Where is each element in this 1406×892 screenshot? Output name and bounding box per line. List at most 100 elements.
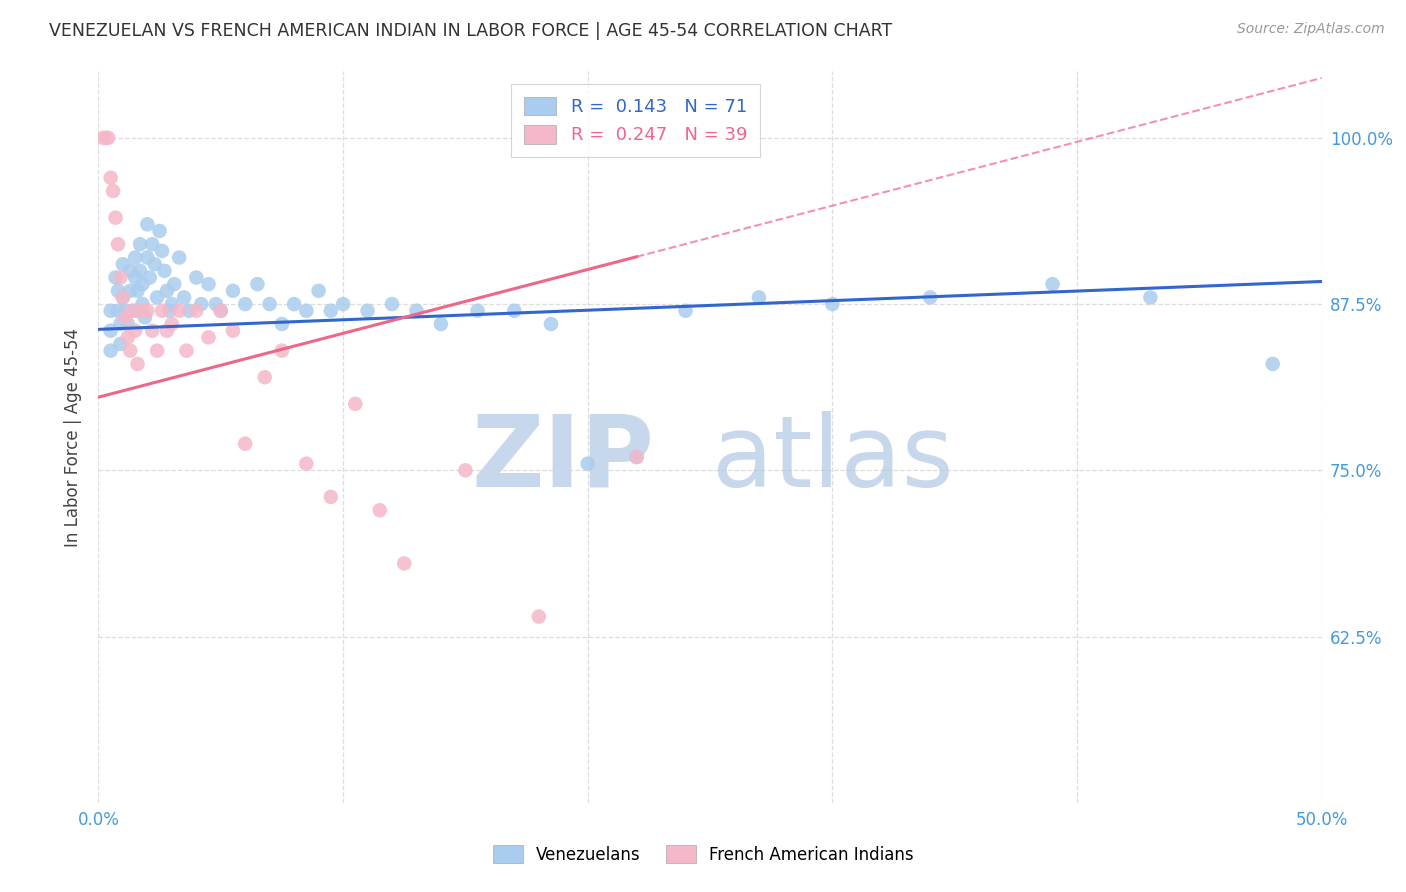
Point xyxy=(173,290,195,304)
Point xyxy=(117,330,139,344)
Point xyxy=(117,317,139,331)
Point xyxy=(186,270,208,285)
Point xyxy=(120,343,142,358)
Point xyxy=(100,170,122,185)
Point xyxy=(176,343,198,358)
Point xyxy=(344,397,367,411)
Point xyxy=(454,463,477,477)
Point xyxy=(675,303,697,318)
Point xyxy=(110,337,132,351)
Point xyxy=(259,297,281,311)
Point xyxy=(246,277,269,292)
Point xyxy=(222,324,245,338)
Point xyxy=(1042,277,1064,292)
Y-axis label: In Labor Force | Age 45-54: In Labor Force | Age 45-54 xyxy=(63,327,82,547)
Point xyxy=(111,290,134,304)
Point xyxy=(104,270,127,285)
Point xyxy=(190,297,212,311)
Point xyxy=(127,357,149,371)
Point xyxy=(156,284,179,298)
Point xyxy=(150,244,173,258)
Point xyxy=(139,270,162,285)
Point xyxy=(131,297,153,311)
Point xyxy=(131,277,153,292)
Point xyxy=(129,237,152,252)
Point xyxy=(167,251,190,265)
Point xyxy=(197,330,219,344)
Point xyxy=(124,251,146,265)
Point xyxy=(540,317,562,331)
Point xyxy=(283,297,305,311)
Point xyxy=(748,290,770,304)
Point xyxy=(295,303,318,318)
Point xyxy=(129,264,152,278)
Point xyxy=(270,317,294,331)
Point xyxy=(308,284,330,298)
Point xyxy=(110,317,132,331)
Point xyxy=(626,450,648,464)
Point xyxy=(121,303,143,318)
Point xyxy=(270,343,294,358)
Point xyxy=(141,237,163,252)
Point xyxy=(124,270,146,285)
Point xyxy=(1139,290,1161,304)
Point xyxy=(120,284,142,298)
Point xyxy=(205,297,228,311)
Point xyxy=(160,317,183,331)
Point xyxy=(319,303,342,318)
Point xyxy=(167,303,190,318)
Point xyxy=(319,490,342,504)
Legend: R =  0.143   N = 71, R =  0.247   N = 39: R = 0.143 N = 71, R = 0.247 N = 39 xyxy=(512,84,759,157)
Point xyxy=(111,257,134,271)
Point xyxy=(467,303,489,318)
Point xyxy=(111,290,134,304)
Point xyxy=(368,503,391,517)
Point xyxy=(136,303,159,318)
Point xyxy=(156,324,179,338)
Point xyxy=(134,310,156,325)
Point xyxy=(576,457,599,471)
Point xyxy=(107,284,129,298)
Point xyxy=(626,450,648,464)
Point xyxy=(107,237,129,252)
Point xyxy=(503,303,526,318)
Point xyxy=(295,457,318,471)
Point xyxy=(209,303,232,318)
Point xyxy=(163,277,186,292)
Point xyxy=(157,303,180,318)
Text: Source: ZipAtlas.com: Source: ZipAtlas.com xyxy=(1237,22,1385,37)
Text: VENEZUELAN VS FRENCH AMERICAN INDIAN IN LABOR FORCE | AGE 45-54 CORRELATION CHAR: VENEZUELAN VS FRENCH AMERICAN INDIAN IN … xyxy=(49,22,893,40)
Point xyxy=(107,303,129,318)
Point xyxy=(430,317,453,331)
Point xyxy=(127,303,149,318)
Text: atlas: atlas xyxy=(711,410,953,508)
Text: ZIP: ZIP xyxy=(472,410,655,508)
Point xyxy=(136,251,159,265)
Point xyxy=(150,303,173,318)
Point xyxy=(821,297,844,311)
Point xyxy=(101,184,124,198)
Point xyxy=(146,343,169,358)
Point xyxy=(381,297,404,311)
Legend: Venezuelans, French American Indians: Venezuelans, French American Indians xyxy=(486,838,920,871)
Point xyxy=(527,609,550,624)
Point xyxy=(209,303,232,318)
Point xyxy=(392,557,416,571)
Point xyxy=(131,303,153,318)
Point xyxy=(143,257,166,271)
Point xyxy=(127,284,149,298)
Point xyxy=(114,310,136,325)
Point xyxy=(136,217,159,231)
Point xyxy=(160,297,183,311)
Point xyxy=(222,284,245,298)
Point xyxy=(141,324,163,338)
Point xyxy=(405,303,427,318)
Point xyxy=(124,324,146,338)
Point xyxy=(920,290,942,304)
Point xyxy=(100,303,122,318)
Point xyxy=(100,324,122,338)
Point xyxy=(153,264,176,278)
Point xyxy=(233,436,256,450)
Point xyxy=(356,303,378,318)
Point xyxy=(104,211,127,225)
